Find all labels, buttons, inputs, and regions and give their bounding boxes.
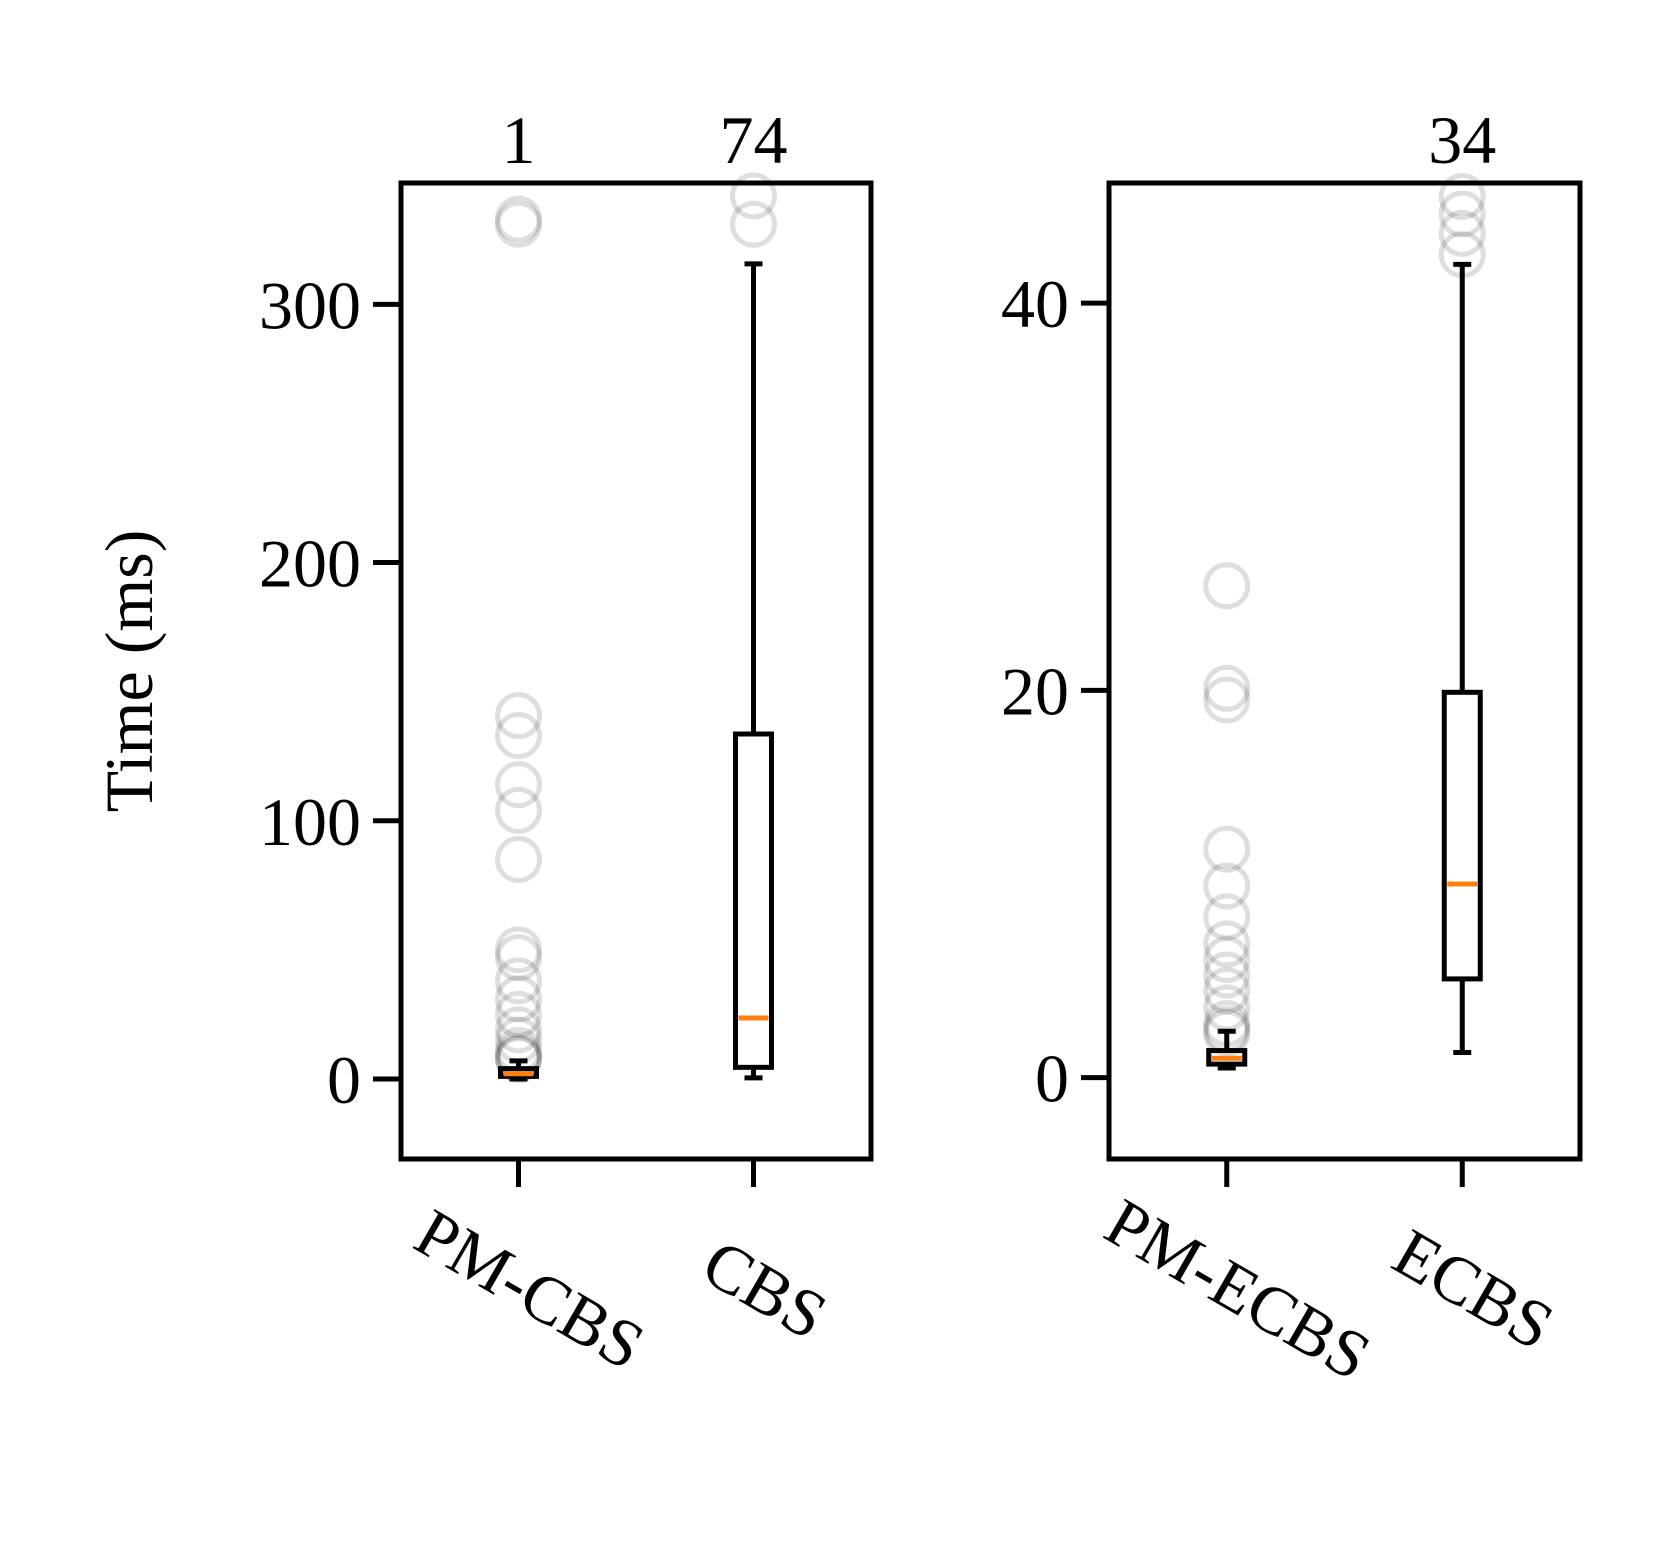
flier (1203, 664, 1251, 712)
flier (495, 926, 542, 974)
flier (495, 195, 542, 243)
flier (1438, 173, 1486, 221)
flier (495, 990, 542, 1038)
flier (495, 975, 542, 1023)
flier (1203, 920, 1251, 968)
flier (495, 786, 542, 834)
y-tick-label: 300 (259, 267, 361, 343)
flier (495, 1006, 542, 1054)
flier (1203, 1009, 1251, 1057)
count-label: 1 (502, 102, 536, 178)
plot-frame (1106, 180, 1583, 1162)
box (498, 1066, 539, 1079)
flier (1203, 562, 1251, 610)
flier (495, 934, 542, 982)
flier (495, 761, 542, 809)
y-tick-label: 0 (327, 1042, 361, 1118)
flier (1203, 676, 1251, 724)
box (1441, 689, 1483, 982)
x-tick-label: PM-ECBS (1093, 1183, 1383, 1394)
y-tick-label: 20 (1001, 653, 1069, 729)
plot-frame (398, 180, 874, 1162)
flier (730, 200, 777, 248)
flier (1203, 825, 1251, 873)
y-tick-label: 200 (259, 526, 361, 602)
count-label: 34 (1428, 102, 1496, 178)
y-tick-label: 0 (1035, 1041, 1069, 1117)
flier (495, 692, 542, 740)
count-label: 74 (720, 102, 788, 178)
flier (495, 712, 542, 760)
flier (1203, 951, 1251, 999)
y-tick-label: 40 (1001, 266, 1069, 342)
flier (1438, 209, 1486, 257)
flier (495, 200, 542, 248)
flier (495, 835, 542, 883)
flier (1203, 967, 1251, 1015)
flier (730, 172, 777, 220)
x-tick-label: ECBS (1381, 1214, 1566, 1365)
y-tick-label: 100 (259, 784, 361, 860)
y-axis-label: Time (ms) (91, 530, 167, 813)
x-tick-label: CBS (690, 1224, 839, 1354)
box (1206, 1048, 1248, 1067)
x-tick-label: PM-CBS (403, 1194, 657, 1385)
flier (1203, 893, 1251, 941)
flier (1203, 936, 1251, 984)
flier (1203, 862, 1251, 910)
flier (1438, 190, 1486, 238)
flier (495, 957, 542, 1005)
box (733, 731, 774, 1070)
